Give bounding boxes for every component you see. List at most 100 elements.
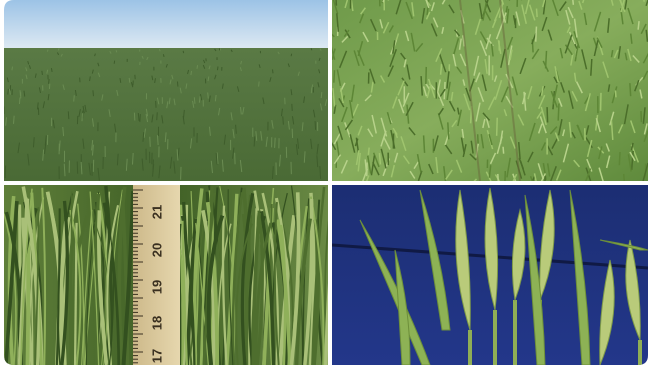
leaf [619, 0, 623, 6]
leaf [624, 0, 628, 10]
leaf [338, 50, 348, 69]
texture [239, 67, 242, 72]
texture [128, 77, 131, 83]
leaf [411, 2, 415, 17]
texture [269, 77, 272, 83]
leaf [496, 136, 503, 155]
leaf [444, 144, 453, 155]
texture [81, 113, 84, 122]
leaf [629, 33, 633, 44]
leaf [643, 129, 648, 143]
texture [173, 98, 176, 106]
leaf [575, 81, 583, 94]
wheat-head [511, 208, 526, 302]
leaf [430, 23, 438, 37]
leaf [497, 40, 502, 54]
leaf [518, 157, 525, 170]
texture [46, 69, 49, 74]
texture [50, 68, 53, 73]
leaf [541, 0, 546, 8]
leaf [549, 126, 558, 135]
leaf [370, 81, 374, 93]
texture [131, 152, 134, 165]
texture [162, 54, 165, 57]
leaf [537, 123, 543, 134]
leaf [538, 94, 546, 110]
leaf [593, 40, 599, 57]
leaf [613, 49, 619, 59]
texture [158, 165, 161, 179]
stalk [294, 218, 312, 365]
leaf [609, 111, 615, 126]
row-gap [499, 0, 521, 181]
texture [185, 83, 188, 89]
texture [177, 147, 180, 159]
leaf [507, 45, 513, 66]
leaf [443, 166, 447, 181]
photo-ruler: 21 20 19 18 17 [4, 185, 328, 365]
leaf [565, 9, 571, 25]
texture [41, 70, 43, 75]
leaf [397, 80, 405, 96]
leaf [529, 175, 534, 181]
texture [156, 97, 160, 105]
leaf [357, 152, 361, 172]
leaf [618, 151, 621, 166]
texture [42, 149, 45, 161]
stalk [254, 222, 273, 365]
leaf [478, 2, 483, 20]
leaf [452, 54, 457, 67]
texture [34, 73, 37, 78]
leaf [402, 155, 410, 165]
texture [67, 111, 70, 120]
leaf [624, 52, 628, 61]
stalk [225, 193, 239, 365]
leaf [333, 104, 337, 114]
leaf [372, 161, 380, 176]
leaf [436, 79, 441, 93]
leaf [567, 6, 574, 19]
texture [230, 49, 233, 53]
leaf [585, 137, 593, 149]
leaf [463, 93, 471, 111]
leaf [500, 86, 509, 103]
texture [115, 50, 118, 53]
leaf [367, 147, 370, 155]
leaf [500, 48, 506, 68]
leaf [482, 2, 487, 21]
texture [125, 158, 128, 171]
texture [236, 86, 240, 93]
texture [187, 69, 190, 75]
texture [223, 134, 226, 145]
leaf [564, 44, 573, 56]
texture [291, 116, 295, 125]
leaf [370, 155, 376, 176]
texture [17, 142, 20, 154]
texture [11, 66, 14, 71]
texture [47, 93, 50, 101]
leaf [527, 151, 534, 163]
stalk [73, 222, 78, 365]
leaf [453, 29, 461, 37]
leaf [546, 144, 554, 156]
leaf [336, 69, 342, 86]
leaf [422, 135, 426, 153]
texture [316, 155, 319, 168]
texture [215, 152, 218, 165]
stalk [60, 200, 70, 365]
texture [108, 109, 111, 117]
leaf [503, 109, 508, 117]
leaf [573, 18, 578, 38]
leaf [573, 159, 581, 168]
leaf [344, 122, 351, 138]
leaf [605, 143, 610, 152]
leaf [446, 81, 451, 101]
texture [182, 50, 185, 54]
texture [198, 96, 201, 103]
texture [232, 128, 235, 139]
stalk [231, 192, 244, 365]
texture [25, 74, 28, 80]
texture [183, 109, 185, 118]
leaf [406, 104, 410, 124]
texture [216, 152, 219, 164]
